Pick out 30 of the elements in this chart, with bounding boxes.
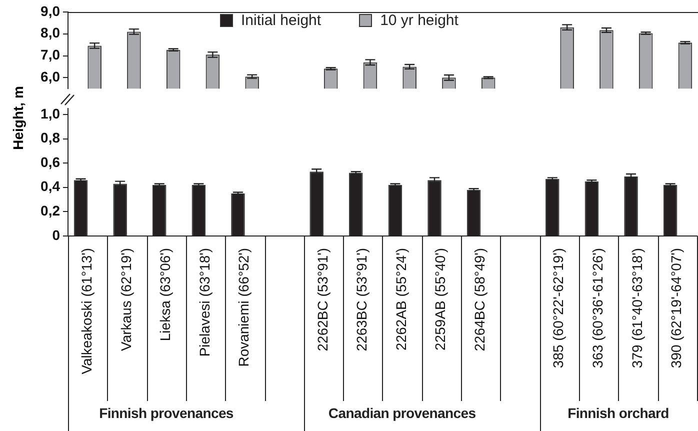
y-tick-label: 7,0 [40, 46, 60, 63]
y-tick-label: 0,8 [40, 130, 60, 146]
x-tick-label: 385 (60°22'-62°19') [550, 248, 566, 368]
x-tick-label: 2259AB (55°40') [432, 248, 448, 350]
y-tick-label: 0,6 [40, 154, 60, 170]
x-tick-label: 2263BC (53°91') [354, 248, 370, 352]
y-tick-label: 1,0 [40, 105, 60, 122]
x-tick-label: 379 (61°40'-63°18') [628, 248, 645, 368]
y-tick-label: 6,0 [40, 68, 60, 85]
x-tick-label: 390 (62°19'-64°07') [668, 248, 684, 368]
y-tick-label: 0,4 [40, 178, 60, 194]
y-tick-label: 9,0 [40, 2, 60, 19]
x-tick-label: 2262BC (53°91') [314, 248, 330, 352]
y-axis-title: Height, m [10, 86, 26, 150]
x-tick-label: Lieksa (63°06') [157, 248, 174, 342]
text: Finnish orchard [568, 405, 669, 421]
legend-label: Initial height [241, 12, 322, 29]
y-tick-label: 8,0 [40, 24, 60, 41]
y-tick-label: 0 [52, 226, 60, 243]
y-tick-label: 0,2 [40, 202, 60, 219]
x-tick-label: 2264BC (58°49') [472, 248, 488, 352]
x-tick-label: Valkeakoski (61°13') [78, 248, 95, 374]
x-tick-label: Pielavesi (63°18') [196, 248, 212, 357]
x-tick-label: 2262AB (55°24') [392, 248, 409, 350]
x-tick-label: Varkaus (62°19') [118, 248, 134, 351]
text: Canadian provenances [328, 405, 476, 421]
x-tick-label: 363 (60°36'-61°26') [589, 248, 606, 368]
x-tick-label: Rovaniemi (66°52') [236, 248, 252, 367]
legend-label: 10 yr height [380, 12, 458, 29]
text: Finnish provenances [99, 405, 234, 421]
